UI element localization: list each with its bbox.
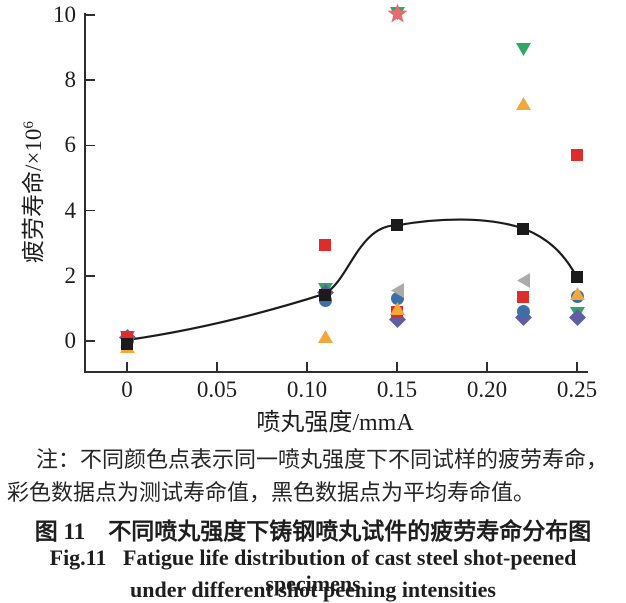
y-tick-mark	[86, 79, 95, 81]
y-tick-mark	[86, 340, 95, 342]
x-tick-mark	[306, 362, 308, 371]
y-axis-title-exponent: 6	[21, 121, 37, 129]
y-tick-label: 10	[53, 1, 76, 27]
y-tick-label: 0	[64, 328, 77, 353]
marker-specimen-red	[517, 290, 530, 303]
x-tick-label: 0.15	[376, 377, 418, 402]
x-tick-mark	[396, 362, 398, 371]
x-tick-mark	[486, 362, 488, 371]
marker-average	[571, 271, 584, 284]
caption-chinese: 图 11 不同喷丸强度下铸钢喷丸试件的疲劳寿命分布图	[34, 519, 592, 544]
marker-specimen-gray	[516, 273, 530, 289]
y-tick-mark	[86, 209, 95, 212]
marker-specimen-blue	[516, 305, 530, 319]
marker-specimen-red	[319, 238, 332, 251]
y-tick-mark	[86, 144, 95, 147]
figure-note: 注：不同颜色点表示同一喷丸强度下不同试样的疲劳寿命， 彩色数据点为测试寿命值，黑…	[0, 443, 626, 509]
figure-note-line2: 彩色数据点为测试寿命值，黑色数据点为平均寿命值。	[7, 480, 536, 505]
marker-specimen-green	[515, 42, 531, 56]
caption-english-line1: Fig.11 Fatigue life distribution of cast…	[49, 545, 582, 596]
x-tick-mark	[576, 362, 578, 371]
marker-specimen-gray	[390, 282, 404, 298]
x-tick-label: 0	[121, 377, 133, 402]
marker-specimen-purple	[568, 308, 586, 326]
x-tick-label: 0.05	[196, 377, 238, 402]
marker-specimen-orange	[515, 97, 531, 111]
average-life-curve	[126, 218, 578, 342]
x-tick-label: 0.25	[556, 377, 598, 402]
marker-average	[319, 288, 332, 301]
marker-average	[391, 219, 404, 232]
marker-specimen-orange	[317, 329, 333, 343]
marker-specimen-pink	[387, 3, 408, 23]
marker-specimen-orange	[389, 301, 405, 315]
y-tick-mark	[86, 275, 95, 277]
x-axis-title: 喷丸强度/mmA	[256, 410, 414, 436]
y-tick-label: 6	[64, 132, 77, 158]
figure-note-line1: 注：不同颜色点表示同一喷丸强度下不同试样的疲劳寿命，	[36, 447, 609, 472]
x-tick-label: 0.20	[466, 377, 508, 402]
y-tick-label: 2	[64, 262, 77, 288]
marker-specimen-orange	[569, 287, 585, 301]
y-tick-label: 8	[64, 67, 77, 93]
marker-specimen-red	[571, 148, 584, 161]
plot-area: 0 0.05 0.10 0.15 0.20 0.25 0 2 4 6 8 10	[53, 2, 597, 402]
y-tick-label: 4	[64, 197, 77, 223]
x-tick-mark	[126, 362, 128, 371]
y-tick-mark	[86, 14, 95, 16]
x-tick-mark	[216, 362, 218, 371]
caption-english-line2: under different shot peening intensities	[130, 577, 496, 602]
x-tick-label: 0.10	[286, 377, 328, 402]
marker-average	[121, 338, 134, 351]
average-curve-path	[126, 218, 578, 342]
marker-average	[517, 222, 530, 235]
